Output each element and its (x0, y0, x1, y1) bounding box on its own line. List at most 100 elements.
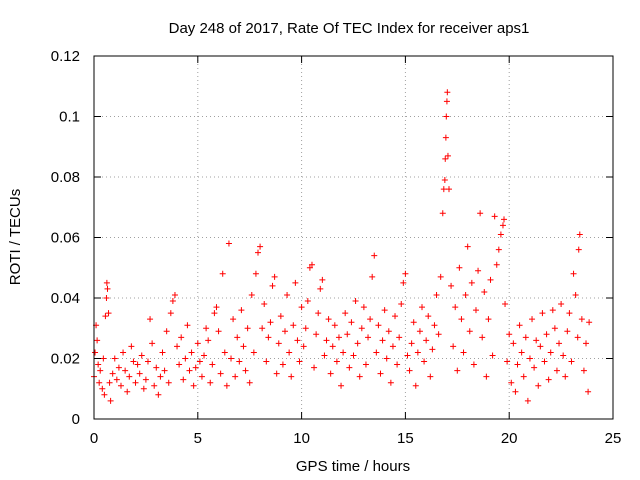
data-point (460, 349, 467, 356)
data-point (302, 325, 309, 332)
x-axis-label: GPS time / hours (296, 458, 410, 475)
data-point (205, 337, 212, 344)
data-point (448, 282, 455, 289)
data-point (512, 388, 519, 395)
data-point (94, 337, 101, 344)
data-point (439, 210, 446, 217)
data-point (360, 304, 367, 311)
data-point (223, 382, 230, 389)
data-point (539, 310, 546, 317)
data-point (178, 334, 185, 341)
data-point (211, 310, 218, 317)
data-point (296, 358, 303, 365)
data-point (106, 379, 113, 386)
data-point (425, 313, 432, 320)
x-tick-labels: 0 5 10 15 20 25 (90, 430, 622, 447)
data-point (547, 349, 554, 356)
data-point (516, 322, 523, 329)
data-point (412, 382, 419, 389)
data-point (543, 331, 550, 338)
data-point (182, 355, 189, 362)
data-point (435, 331, 442, 338)
data-point (433, 291, 440, 298)
y-tick-label: 0 (72, 411, 80, 428)
data-point (419, 304, 426, 311)
data-point (97, 367, 104, 374)
data-point (475, 267, 482, 274)
x-tick-label: 20 (501, 430, 518, 447)
data-point (288, 373, 295, 380)
data-point (306, 264, 313, 271)
data-point (167, 310, 174, 317)
data-point (568, 358, 575, 365)
x-tick-label: 10 (293, 430, 310, 447)
data-point (319, 276, 326, 283)
data-point (545, 376, 552, 383)
data-point (394, 361, 401, 368)
y-axis-label: ROTI / TECUs (7, 189, 24, 285)
data-point (443, 98, 450, 105)
data-point (553, 367, 560, 374)
data-point (489, 352, 496, 359)
data-point (458, 316, 465, 323)
data-point (472, 307, 479, 314)
data-point (524, 397, 531, 404)
data-point (209, 361, 216, 368)
data-point (367, 316, 374, 323)
data-point (385, 328, 392, 335)
data-point (392, 313, 399, 320)
data-point (317, 285, 324, 292)
data-point (234, 334, 241, 341)
data-point (520, 373, 527, 380)
data-point (346, 364, 353, 371)
data-point (163, 328, 170, 335)
data-point (124, 388, 131, 395)
data-point (398, 301, 405, 308)
data-point (416, 328, 423, 335)
data-point (583, 340, 590, 347)
data-point (120, 349, 127, 356)
data-point (101, 391, 108, 398)
data-point (186, 367, 193, 374)
data-point (491, 213, 498, 220)
data-point (286, 349, 293, 356)
data-point (300, 343, 307, 350)
data-point (529, 316, 536, 323)
data-point (228, 355, 235, 362)
data-point (375, 322, 382, 329)
data-point (92, 349, 99, 356)
data-point (462, 291, 469, 298)
data-point (441, 177, 448, 184)
data-point (250, 349, 257, 356)
data-point (580, 367, 587, 374)
data-point (387, 379, 394, 386)
data-point (493, 261, 500, 268)
data-point (429, 346, 436, 353)
data-point (169, 298, 176, 305)
data-point (277, 313, 284, 320)
data-point (115, 364, 122, 371)
data-point (323, 337, 330, 344)
data-point (134, 361, 141, 368)
data-point (421, 358, 428, 365)
data-point (126, 373, 133, 380)
data-point (551, 325, 558, 332)
data-point (487, 276, 494, 283)
data-point (466, 328, 473, 335)
data-point (396, 334, 403, 341)
data-point (113, 376, 120, 383)
data-point (273, 370, 280, 377)
data-point (308, 261, 315, 268)
data-point (155, 391, 162, 398)
data-point (408, 340, 415, 347)
data-point (481, 288, 488, 295)
chart-title: Day 248 of 2017, Rate Of TEC Index for r… (169, 20, 530, 37)
data-point (440, 186, 447, 193)
data-point (292, 279, 299, 286)
data-point (290, 322, 297, 329)
data-point (358, 325, 365, 332)
data-point (389, 343, 396, 350)
data-point (103, 295, 110, 301)
data-point (104, 285, 111, 292)
data-point (526, 355, 533, 362)
